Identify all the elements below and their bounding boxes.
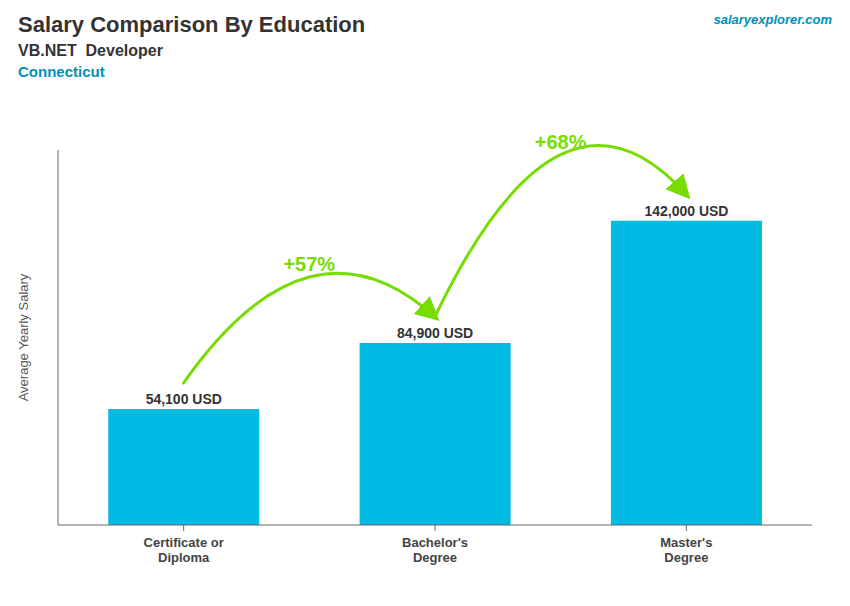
- svg-text:Average Yearly Salary: Average Yearly Salary: [16, 273, 31, 401]
- svg-text:+57%: +57%: [283, 253, 335, 275]
- svg-text:84,900 USD: 84,900 USD: [397, 325, 473, 341]
- html-text:VB.NET Developer: VB.NET Developer: [18, 42, 163, 59]
- svg-text:Certificate orDiploma: Certificate orDiploma: [144, 535, 224, 565]
- svg-text:+68%: +68%: [535, 131, 587, 153]
- html-text:Salary Comparison By Education: Salary Comparison By Education: [18, 12, 366, 37]
- svg-text:Master'sDegree: Master'sDegree: [660, 535, 712, 565]
- svg-text:142,000 USD: 142,000 USD: [644, 203, 728, 219]
- svg-text:54,100 USD: 54,100 USD: [146, 391, 222, 407]
- svg-text:Bachelor'sDegree: Bachelor'sDegree: [402, 535, 468, 565]
- html-text:salaryexplorer.com: salaryexplorer.com: [713, 12, 832, 27]
- html-text:Connecticut: Connecticut: [18, 63, 105, 80]
